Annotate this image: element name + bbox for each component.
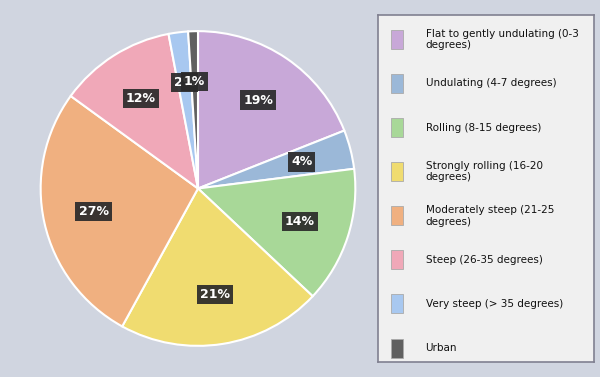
Text: Strongly rolling (16-20
degrees): Strongly rolling (16-20 degrees): [425, 161, 542, 182]
Text: Urban: Urban: [425, 343, 457, 353]
Text: Very steep (> 35 degrees): Very steep (> 35 degrees): [425, 299, 563, 309]
Wedge shape: [122, 188, 313, 346]
Bar: [391, 118, 403, 137]
Wedge shape: [198, 169, 355, 296]
Text: 21%: 21%: [200, 288, 230, 301]
Text: 14%: 14%: [285, 215, 315, 228]
Wedge shape: [198, 31, 344, 188]
Text: 19%: 19%: [243, 93, 273, 106]
Text: Undulating (4-7 degrees): Undulating (4-7 degrees): [425, 78, 556, 89]
Text: 1%: 1%: [184, 75, 205, 88]
Bar: [391, 250, 403, 270]
Wedge shape: [198, 130, 354, 188]
Text: Flat to gently undulating (0-3
degrees): Flat to gently undulating (0-3 degrees): [425, 29, 578, 50]
Bar: [391, 162, 403, 181]
Bar: [391, 339, 403, 357]
Text: Steep (26-35 degrees): Steep (26-35 degrees): [425, 255, 542, 265]
Text: 27%: 27%: [79, 205, 109, 218]
Wedge shape: [71, 34, 198, 189]
Text: Moderately steep (21-25
degrees): Moderately steep (21-25 degrees): [425, 205, 554, 227]
Bar: [391, 206, 403, 225]
Wedge shape: [169, 31, 198, 188]
Wedge shape: [188, 31, 198, 188]
Wedge shape: [41, 96, 198, 326]
Text: Rolling (8-15 degrees): Rolling (8-15 degrees): [425, 123, 541, 133]
Bar: [391, 74, 403, 93]
Text: 2%: 2%: [174, 76, 195, 89]
Text: 4%: 4%: [291, 155, 312, 169]
Text: 12%: 12%: [125, 92, 155, 105]
Bar: [391, 30, 403, 49]
Bar: [391, 294, 403, 314]
